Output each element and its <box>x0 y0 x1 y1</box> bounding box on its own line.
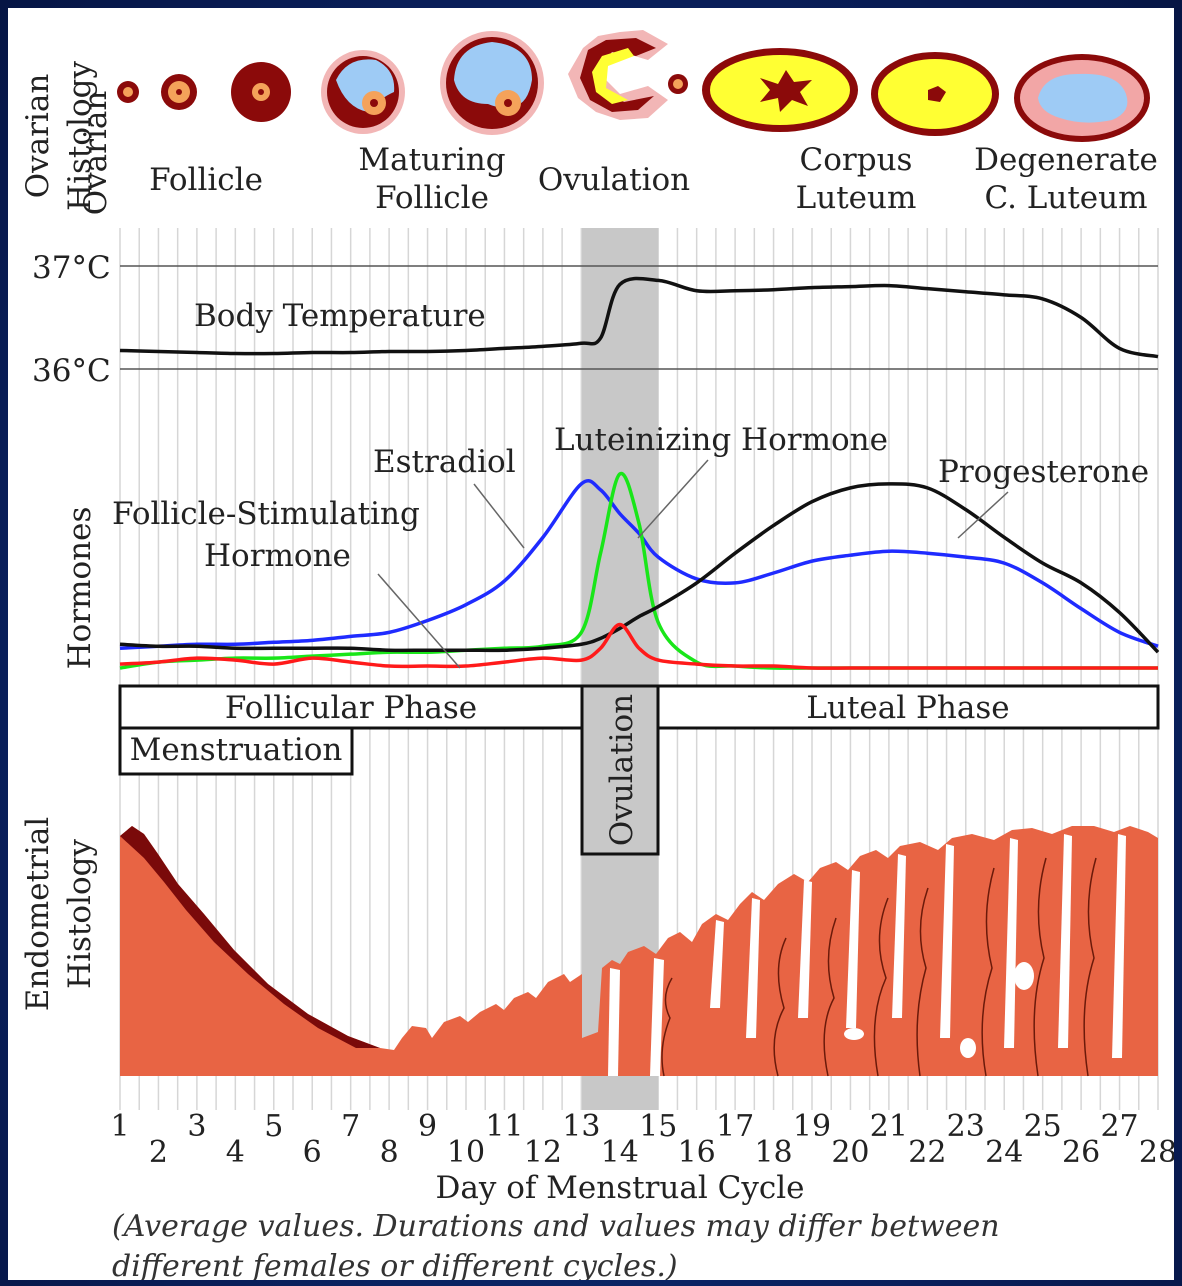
estradiol-pointer <box>473 483 525 549</box>
progesterone-pointer <box>957 491 1009 539</box>
menstrual-shedding-layer <box>120 826 380 1048</box>
ovarian-label-1: Ovarian <box>78 91 114 216</box>
x-tick-label: 12 <box>524 1135 562 1170</box>
x-tick-label: 1 <box>110 1109 129 1144</box>
progesterone-label: Progesterone <box>938 454 1149 490</box>
follicular-phase-label: Follicular Phase <box>225 690 477 726</box>
menstrual-cycle-diagram: Ovarian Ovarian Histology <box>20 30 1177 1284</box>
x-tick-label: 2 <box>149 1135 168 1170</box>
diagram-panel: Ovarian Ovarian Histology <box>8 8 1177 1284</box>
corpus-luteum-small-icon <box>871 52 999 136</box>
ovarian-label-a: Ovarian <box>20 74 56 199</box>
stage-corpus-label-1: Corpus <box>800 142 913 178</box>
fsh-pointer <box>377 573 461 669</box>
phase-bars: Follicular Phase Luteal Phase Menstruati… <box>118 684 1160 856</box>
ovulation-phase-label: Ovulation <box>604 694 640 846</box>
stage-ovulation-label: Ovulation <box>538 162 690 198</box>
hormones-panel: Hormones Estradiol Luteinizing Hormone P… <box>62 422 1160 670</box>
progesterone-line <box>119 482 1160 654</box>
estradiol-label: Estradiol <box>373 444 516 480</box>
x-tick-label: 5 <box>264 1109 283 1144</box>
stage-degenerate-label-1: Degenerate <box>974 142 1158 178</box>
x-tick-label: 7 <box>341 1109 360 1144</box>
hormones-row-label: Hormones <box>62 507 98 670</box>
x-tick-label: 20 <box>831 1135 869 1170</box>
ovulation-phase-box <box>580 684 660 856</box>
fsh-line <box>119 622 1158 670</box>
endometrial-label-2: Histology <box>62 839 98 989</box>
x-tick-label: 25 <box>1024 1109 1062 1144</box>
follicle-medium-icon <box>231 62 291 122</box>
x-tick-label: 28 <box>1139 1135 1174 1170</box>
corpus-luteum-large-icon <box>702 48 858 132</box>
temperature-line <box>119 276 1159 359</box>
x-tick-label: 18 <box>754 1135 792 1170</box>
fsh-label-1: Follicle-Stimulating <box>112 496 420 532</box>
x-tick-label: 21 <box>870 1109 908 1144</box>
x-tick-label: 9 <box>418 1109 437 1144</box>
footnote-line-1: (Average values. Durations and values ma… <box>112 1209 1000 1244</box>
maturing-follicle-1-icon <box>321 50 405 134</box>
menstruation-box <box>118 726 354 776</box>
footnote-line-2: different females or different cycles.) <box>112 1249 678 1280</box>
x-tick-label: 3 <box>187 1109 206 1144</box>
ovarian-label-b: Histology <box>62 61 98 211</box>
temp-label: Body Temperature <box>194 298 486 334</box>
x-tick-label: 24 <box>985 1135 1023 1170</box>
stage-maturing-label-2: Follicle <box>375 180 489 216</box>
temperature-panel: 37°C 36°C Body Temperature <box>32 250 1159 389</box>
x-tick-label: 19 <box>793 1109 831 1144</box>
estradiol-line <box>119 479 1159 650</box>
x-tick-label: 15 <box>639 1109 677 1144</box>
luteal-phase-label: Luteal Phase <box>806 690 1009 726</box>
x-tick-label: 26 <box>1062 1135 1100 1170</box>
x-axis-ticks: 1 3 5 7 9 11 13 15 17 19 21 23 25 272 4 6 8 10 12 14 16 18 20 2… <box>110 1109 1177 1170</box>
hormone-lines <box>119 471 1160 670</box>
lh-pointer <box>637 459 709 539</box>
x-tick-label: 14 <box>601 1135 639 1170</box>
temp-37-tick: 37°C <box>32 250 111 286</box>
degenerate-corpus-luteum-icon <box>1014 54 1150 142</box>
stage-corpus-label-2: Luteum <box>796 180 917 216</box>
x-tick-label: 27 <box>1100 1109 1138 1144</box>
lh-label: Luteinizing Hormone <box>554 422 888 458</box>
maturing-follicle-2-icon <box>440 31 544 135</box>
x-tick-label: 10 <box>447 1135 485 1170</box>
stage-maturing-label-1: Maturing <box>358 142 505 178</box>
menstruation-label: Menstruation <box>130 732 343 768</box>
stage-degenerate-label-2: C. Luteum <box>984 180 1147 216</box>
x-tick-label: 22 <box>908 1135 946 1170</box>
fsh-label-2: Hormone <box>204 538 351 574</box>
x-tick-label: 4 <box>226 1135 245 1170</box>
follicle-small-icon <box>161 74 197 110</box>
x-tick-label: 13 <box>562 1109 600 1144</box>
endometrial-histology-row: Endometrial Histology <box>20 817 1158 1077</box>
endometrial-label-1: Endometrial <box>20 817 56 1011</box>
ovulation-follicle-icon <box>568 30 688 120</box>
endometrial-gland-gaps <box>608 834 1126 1076</box>
x-tick-label: 17 <box>716 1109 754 1144</box>
luteal-phase-box <box>656 684 1160 730</box>
stage-follicle-label: Follicle <box>149 162 263 198</box>
temp-36-tick: 36°C <box>32 353 111 389</box>
x-tick-label: 6 <box>303 1135 322 1170</box>
x-tick-label: 23 <box>947 1109 985 1144</box>
ovarian-histology-row: Ovarian Ovarian Histology <box>20 30 1158 216</box>
x-tick-label: 11 <box>485 1109 523 1144</box>
endometrial-gland-lines <box>661 857 1097 1077</box>
x-axis-label: Day of Menstrual Cycle <box>435 1170 804 1206</box>
x-tick-label: 8 <box>380 1135 399 1170</box>
follicle-tiny-icon <box>117 81 139 103</box>
x-tick-label: 16 <box>678 1135 716 1170</box>
